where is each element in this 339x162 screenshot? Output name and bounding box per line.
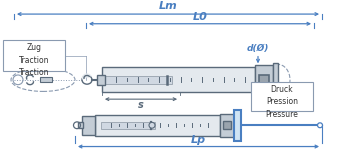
- Text: s: s: [138, 100, 144, 110]
- Bar: [95, 115, 220, 136]
- Bar: [259, 75, 269, 85]
- Bar: [105, 76, 172, 84]
- Bar: [78, 122, 83, 128]
- Bar: [273, 63, 278, 96]
- Bar: [101, 122, 155, 129]
- Bar: [234, 110, 241, 141]
- Text: Lp: Lp: [191, 135, 206, 145]
- Text: L0: L0: [193, 12, 207, 22]
- Bar: [220, 114, 234, 137]
- Text: d(Ø): d(Ø): [247, 44, 269, 53]
- Bar: [82, 116, 95, 135]
- Bar: [97, 75, 105, 85]
- Circle shape: [149, 122, 155, 128]
- Bar: [102, 67, 255, 92]
- Bar: [40, 77, 52, 82]
- FancyBboxPatch shape: [251, 82, 313, 111]
- Text: Lm: Lm: [159, 1, 177, 11]
- Circle shape: [318, 123, 322, 128]
- Text: Druck
Pression
Pressure: Druck Pression Pressure: [265, 85, 298, 119]
- FancyBboxPatch shape: [3, 40, 65, 71]
- Text: Zug
Traction
Traction: Zug Traction Traction: [19, 43, 49, 77]
- Bar: [255, 65, 273, 94]
- Bar: [223, 121, 231, 129]
